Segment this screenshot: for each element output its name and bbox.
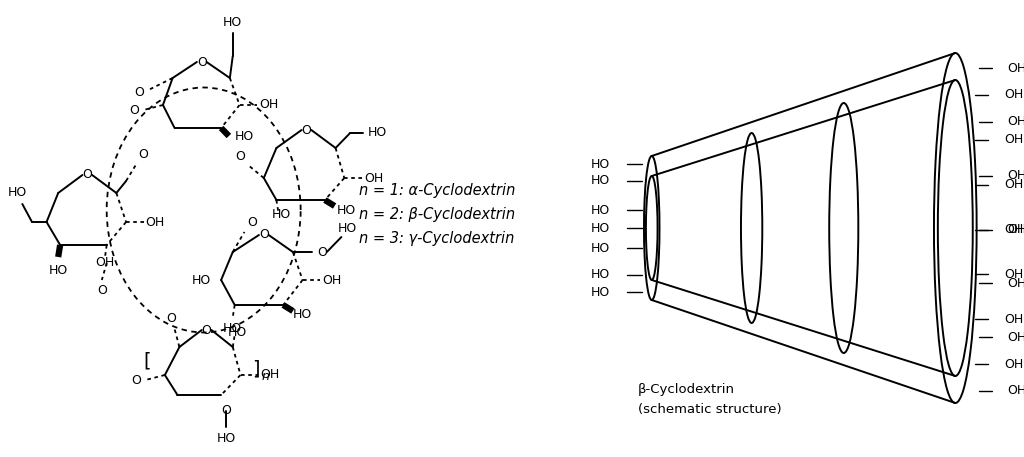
Text: HO: HO xyxy=(591,203,610,217)
Text: O: O xyxy=(97,283,106,297)
Text: HO: HO xyxy=(234,129,254,143)
Text: O: O xyxy=(197,55,207,69)
Text: HO: HO xyxy=(8,186,27,198)
Text: OH: OH xyxy=(260,368,280,382)
Text: HO: HO xyxy=(216,432,236,446)
Text: HO: HO xyxy=(223,323,243,335)
Text: OH: OH xyxy=(1008,384,1024,398)
Text: OH: OH xyxy=(1004,268,1023,281)
Text: OH: OH xyxy=(323,273,341,287)
Text: OH: OH xyxy=(145,216,165,228)
Text: β-Cyclodextrin: β-Cyclodextrin xyxy=(638,383,735,397)
Text: O: O xyxy=(202,324,212,336)
Text: OH: OH xyxy=(1008,331,1024,344)
Text: O: O xyxy=(236,149,246,163)
Text: O: O xyxy=(129,103,139,117)
Text: OH: OH xyxy=(259,99,279,112)
Text: HO: HO xyxy=(591,269,610,282)
Text: O: O xyxy=(301,123,311,137)
Text: HO: HO xyxy=(591,286,610,298)
Text: OH: OH xyxy=(1008,277,1024,290)
Text: HO: HO xyxy=(271,207,291,220)
Text: O: O xyxy=(134,85,143,99)
Text: HO: HO xyxy=(223,16,243,28)
Text: O: O xyxy=(317,245,327,259)
Text: O: O xyxy=(259,228,268,241)
Text: O: O xyxy=(221,404,231,418)
Text: OH: OH xyxy=(1004,133,1023,146)
Text: (schematic structure): (schematic structure) xyxy=(638,404,781,416)
Text: O: O xyxy=(82,169,92,181)
Text: OH: OH xyxy=(1004,313,1023,326)
Text: n = 2: β-Cyclodextrin: n = 2: β-Cyclodextrin xyxy=(358,207,515,222)
Text: HO: HO xyxy=(228,326,247,340)
Text: OH: OH xyxy=(1004,89,1023,101)
Text: OH: OH xyxy=(1008,169,1024,182)
Text: O: O xyxy=(247,216,257,228)
Text: HO: HO xyxy=(293,308,312,322)
Text: HO: HO xyxy=(591,158,610,170)
Text: HO: HO xyxy=(338,222,356,234)
Text: n: n xyxy=(262,370,269,383)
Text: OH: OH xyxy=(1008,223,1024,236)
Text: HO: HO xyxy=(591,222,610,234)
Text: OH: OH xyxy=(95,256,115,270)
Text: O: O xyxy=(131,373,140,387)
Text: n = 1: α-Cyclodextrin: n = 1: α-Cyclodextrin xyxy=(358,182,515,197)
Text: OH: OH xyxy=(1004,178,1023,191)
Text: OH: OH xyxy=(1004,357,1023,371)
Text: O: O xyxy=(138,149,148,161)
Text: OH: OH xyxy=(1008,62,1024,74)
Text: O: O xyxy=(167,313,176,325)
Text: HO: HO xyxy=(193,273,211,287)
Text: [: [ xyxy=(143,351,152,371)
Text: HO: HO xyxy=(337,203,356,217)
Text: ]: ] xyxy=(252,360,260,378)
Text: HO: HO xyxy=(591,175,610,187)
Text: HO: HO xyxy=(48,264,68,276)
Text: OH: OH xyxy=(364,171,383,185)
Text: HO: HO xyxy=(368,126,387,138)
Text: OH: OH xyxy=(1008,115,1024,128)
Text: HO: HO xyxy=(591,241,610,255)
Text: OH: OH xyxy=(1004,223,1023,236)
Text: n = 3: γ-Cyclodextrin: n = 3: γ-Cyclodextrin xyxy=(358,230,514,245)
